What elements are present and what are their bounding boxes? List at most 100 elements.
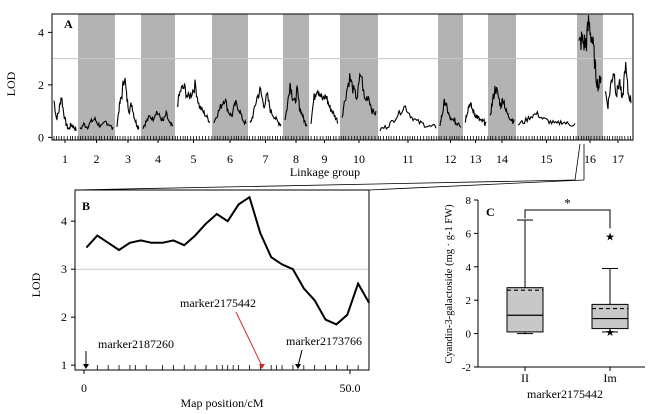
panel-a-letter: A	[64, 17, 73, 31]
box-II	[506, 219, 544, 335]
lod-trace-group-14	[489, 85, 515, 125]
marker-arrow-head	[259, 364, 265, 369]
outlier-point: ★	[605, 232, 615, 244]
lod-trace-group-6	[213, 97, 247, 126]
y-tick-label-c: 8	[466, 195, 472, 207]
lod-trace-genome	[53, 15, 632, 132]
linkage-group-labels: 1 2 3 4 5 6 7 8 9 10 11 12 13 14 15 16 17	[62, 140, 624, 166]
y-tick-label-b: 2	[61, 310, 67, 324]
zoom-bracket-left	[574, 143, 581, 181]
lod-trace-group-11	[379, 105, 437, 132]
band-group-12	[438, 14, 463, 140]
marker-label: marker2175442	[180, 296, 256, 310]
y-tick-label-b: 4	[61, 214, 67, 228]
marker-arrow-line	[297, 349, 303, 367]
group-label-11: 11	[402, 152, 414, 166]
lod-trace-group-12	[439, 98, 462, 128]
group-label-15: 15	[541, 152, 553, 166]
marker-arrow-head	[295, 364, 301, 369]
band-group-8	[283, 14, 309, 140]
x-tick-label-b: 0	[81, 381, 87, 395]
panel-c-y-ticks: -2 0 2 4 6 8	[462, 195, 478, 374]
panel-a-frame	[51, 13, 634, 141]
x-tick-label-b: 50.0	[340, 381, 361, 395]
panel-a-lod-genome-plot: 024 1 2 3 4 5 6 7 8 9 10 11 12 13 14 15 16 17 A LOD Link…	[4, 13, 634, 179]
group-label-17: 17	[612, 152, 624, 166]
box-Im: ★★	[591, 232, 629, 339]
lod-trace-group16	[85, 195, 370, 326]
panel-b-letter: B	[82, 199, 90, 213]
panel-b-y-ticks: 1 2 3 4	[61, 214, 75, 372]
boxplot-boxes: ★★	[506, 219, 629, 339]
group-label-13: 13	[470, 152, 482, 166]
lod-trace-group-13	[464, 102, 487, 126]
panel-b-lod-group16-plot: marker2187260marker2175442marker2173766 …	[29, 189, 370, 410]
panel-a-x-axis-label: Linkage group	[290, 165, 360, 179]
bracket-line	[524, 209, 611, 229]
band-group-6	[212, 14, 248, 140]
lod-trace-group-8	[284, 82, 308, 127]
group-label-5: 5	[191, 152, 197, 166]
y-tick-label-c: 2	[466, 295, 472, 307]
y-tick-label-a: 2	[38, 78, 44, 92]
band-group-2	[78, 14, 115, 140]
zoom-connector-lines	[74, 143, 585, 191]
lod-trace-group-7	[249, 85, 282, 127]
lod-trace-group-4	[142, 109, 174, 130]
marker-rug-b	[96, 365, 359, 370]
marker-rug-ticks	[53, 136, 631, 140]
lod-trace-group-10	[341, 72, 377, 118]
panel-c-x-axis-label: marker2175442	[527, 387, 603, 401]
linkage-group-bands	[78, 14, 603, 140]
y-tick-label-a: 0	[38, 130, 44, 144]
significance-star: *	[564, 196, 571, 211]
group-label-7: 7	[263, 152, 269, 166]
y-tick-label-b: 3	[61, 262, 67, 276]
marker-label: marker2173766	[286, 334, 362, 348]
lod-trace-group-15	[517, 110, 576, 127]
lod-trace-group-17	[604, 61, 632, 110]
panel-c-x-ticks: II Im	[521, 367, 617, 385]
lod-trace-group-2	[79, 115, 114, 130]
marker-annotations: marker2187260 marker2175442 marker2173766	[83, 296, 362, 369]
marker-rug	[53, 136, 631, 140]
marker-arrow-head	[83, 364, 89, 369]
group-label-3: 3	[125, 152, 131, 166]
panel-c-letter: C	[486, 205, 495, 219]
group-label-10: 10	[353, 152, 365, 166]
lod-trace-group-5	[177, 79, 211, 124]
lod-trace-group-3	[116, 77, 140, 131]
lod-trace-group-9	[310, 89, 339, 125]
y-tick-label-a: 4	[38, 25, 44, 39]
group-label-2: 2	[94, 152, 100, 166]
panel-c-y-axis-label: Cyandin-3-galactoside (mg · g-1 FW)	[444, 204, 455, 364]
y-tick-label-c: -2	[462, 362, 471, 374]
group-label-1: 1	[62, 152, 68, 166]
lod-trace-group-1	[53, 97, 77, 131]
panel-b-frame	[74, 189, 370, 371]
zoom-line-left	[74, 179, 576, 191]
group-label-4: 4	[155, 152, 161, 166]
lod-trace-group-16	[578, 15, 602, 92]
y-tick-label-c: 6	[466, 228, 472, 240]
marker-label: marker2187260	[98, 337, 174, 351]
panel-b-x-axis-label: Map position/cM	[181, 396, 264, 410]
group-label-6: 6	[227, 152, 233, 166]
panel-a-y-ticks: 0 2 4	[38, 25, 52, 144]
outlier-point: ★	[605, 327, 615, 339]
y-tick-label-c: 4	[466, 262, 472, 274]
panel-b-x-ticks: 0 50.0	[81, 370, 361, 395]
zoom-line-right	[368, 179, 585, 191]
y-tick-label-b: 1	[61, 358, 67, 372]
group-label-14: 14	[496, 152, 508, 166]
group-label-12: 12	[445, 152, 457, 166]
group-label-8: 8	[293, 152, 299, 166]
group-label-9: 9	[322, 152, 328, 166]
marker-arrow-line	[235, 311, 263, 367]
category-label-Im: Im	[603, 371, 617, 385]
panel-b-y-axis-label: LOD	[29, 272, 43, 297]
significance-bracket: *	[524, 196, 611, 229]
y-tick-label-c: 0	[466, 329, 472, 341]
